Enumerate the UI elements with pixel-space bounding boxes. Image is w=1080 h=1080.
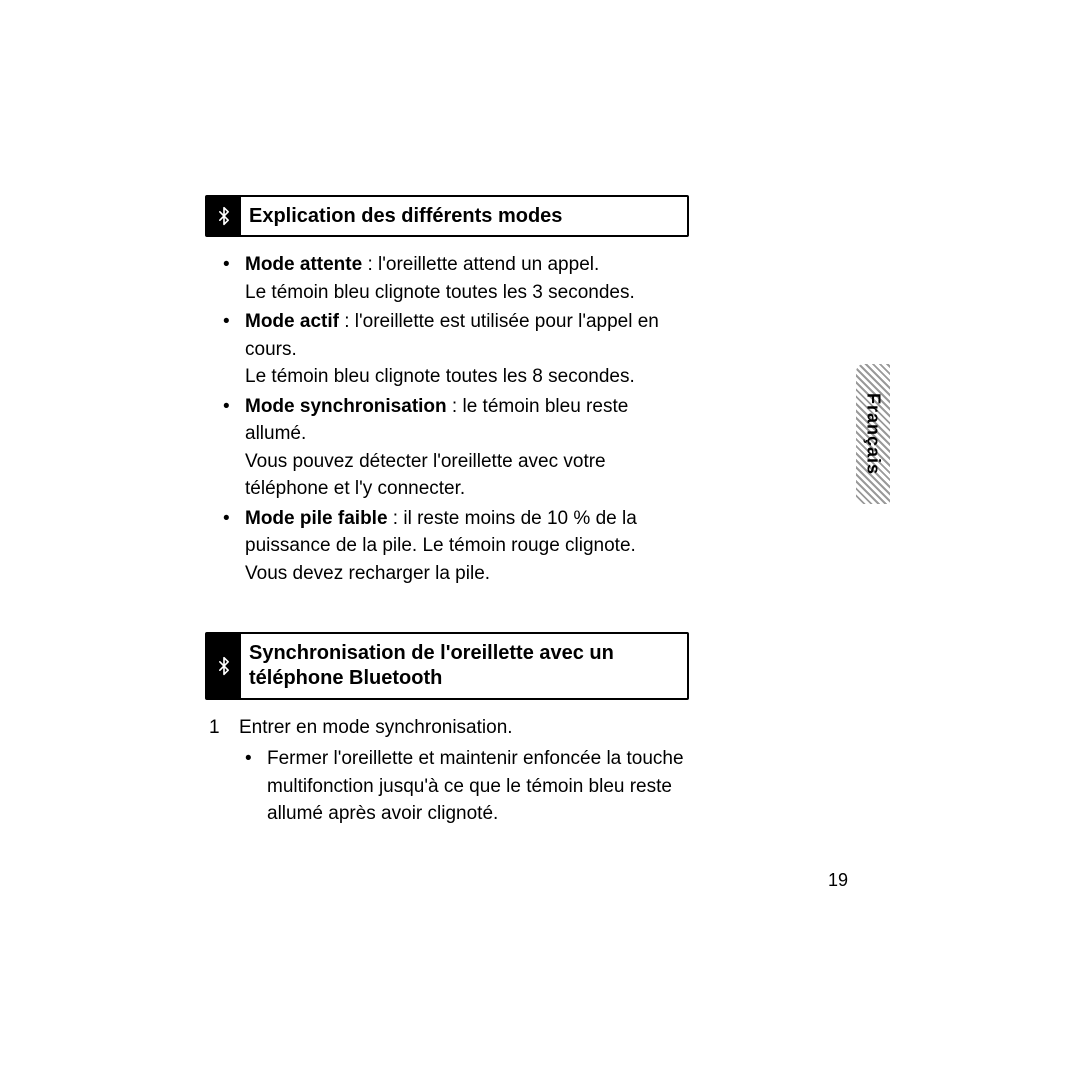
step-text: Entrer en mode synchronisation. bbox=[239, 714, 683, 742]
mode-label: Mode synchronisation bbox=[245, 396, 447, 417]
section-title: Synchronisation de l'oreillette avec un … bbox=[241, 634, 687, 698]
mode-cont: Le témoin bleu clignote toutes les 8 sec… bbox=[245, 366, 635, 387]
mode-sep: : bbox=[388, 508, 404, 529]
mode-label: Mode pile faible bbox=[245, 508, 388, 529]
manual-page: Explication des différents modes Mode at… bbox=[0, 0, 1080, 1080]
page-number: 19 bbox=[828, 870, 848, 891]
substeps-list: Fermer l'oreillette et maintenir enfoncé… bbox=[209, 745, 685, 828]
step-number: 1 bbox=[209, 714, 225, 742]
list-item: Fermer l'oreillette et maintenir enfoncé… bbox=[245, 745, 685, 828]
list-item: Mode pile faible : il reste moins de 10 … bbox=[223, 505, 683, 588]
steps-list: 1 Entrer en mode synchronisation. Fermer… bbox=[205, 714, 683, 828]
modes-list: Mode attente : l'oreillette attend un ap… bbox=[205, 251, 683, 588]
mode-text: l'oreillette attend un appel. bbox=[378, 254, 599, 275]
section-header-modes: Explication des différents modes bbox=[205, 195, 689, 237]
language-label: Français bbox=[863, 393, 884, 475]
language-tab: Français bbox=[856, 364, 890, 504]
section-title: Explication des différents modes bbox=[241, 197, 687, 235]
mode-cont: Le témoin bleu clignote toutes les 3 sec… bbox=[245, 282, 635, 303]
mode-sep: : bbox=[362, 254, 378, 275]
mode-label: Mode actif bbox=[245, 311, 339, 332]
list-item: Mode actif : l'oreillette est utilisée p… bbox=[223, 308, 683, 391]
bluetooth-icon bbox=[207, 197, 241, 235]
mode-sep: : bbox=[447, 396, 463, 417]
mode-cont: Vous pouvez détecter l'oreillette avec v… bbox=[245, 451, 606, 500]
mode-sep: : bbox=[339, 311, 355, 332]
list-item: Mode attente : l'oreillette attend un ap… bbox=[223, 251, 683, 306]
list-item: Mode synchronisation : le témoin bleu re… bbox=[223, 393, 683, 503]
step-item: 1 Entrer en mode synchronisation. bbox=[209, 714, 683, 742]
mode-label: Mode attente bbox=[245, 254, 362, 275]
section-header-sync: Synchronisation de l'oreillette avec un … bbox=[205, 632, 689, 700]
bluetooth-icon bbox=[207, 634, 241, 698]
